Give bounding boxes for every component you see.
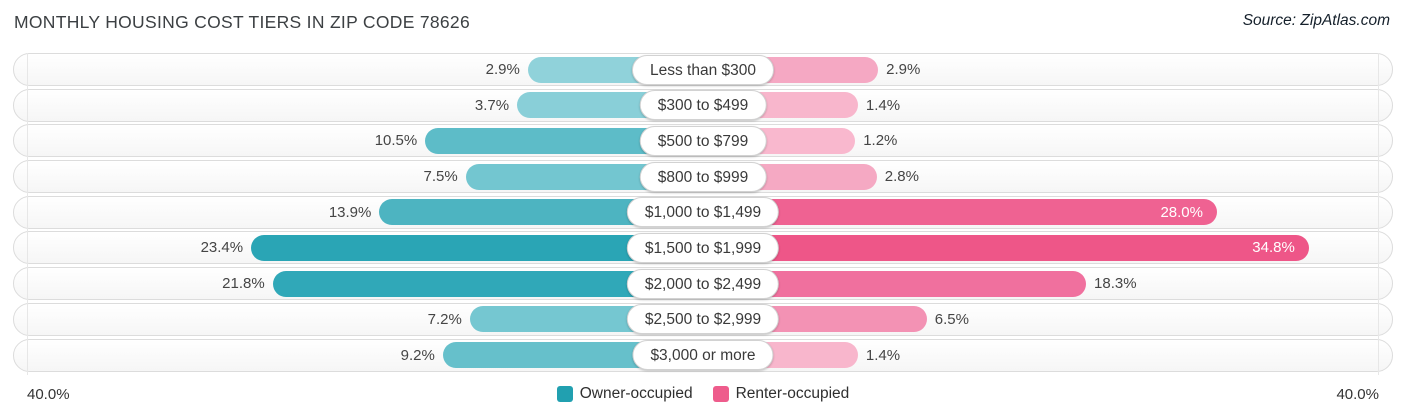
owner-value-label: 21.8% — [222, 275, 265, 293]
legend-label-owner: Owner-occupied — [579, 385, 693, 402]
cost-tier-row: 7.2% 6.5% $2,500 to $2,999 — [13, 302, 1393, 336]
owner-value-label: 23.4% — [200, 239, 244, 257]
chart-rows: 2.9% 2.9% Less than $300 3.7% 1.4% $300 to $4… — [13, 53, 1393, 375]
tier-label-pill: $500 to $799 — [639, 125, 767, 156]
legend-label-renter: Renter-occupied — [735, 385, 850, 402]
cost-tier-row: 3.7% 1.4% $300 to $499 — [13, 88, 1393, 122]
tier-label-pill: $2,500 to $2,999 — [626, 304, 780, 335]
tier-label-pill: Less than $300 — [631, 54, 775, 85]
chart-title: MONTHLY HOUSING COST TIERS IN ZIP CODE 7… — [14, 12, 470, 32]
owner-value-label: 7.2% — [427, 310, 462, 328]
renter-value-label: 1.4% — [865, 96, 901, 114]
tier-label-pill: $300 to $499 — [639, 90, 767, 121]
tier-label-pill: $2,000 to $2,499 — [626, 268, 780, 299]
legend: Owner-occupied Renter-occupied — [117, 385, 1289, 403]
axis-max-left: 40.0% — [27, 385, 70, 403]
tier-label-pill: $800 to $999 — [639, 161, 767, 192]
axis-max-right: 40.0% — [1336, 385, 1379, 403]
renter-value-label: 1.4% — [865, 346, 901, 364]
cost-tier-row: 13.9% 28.0% $1,000 to $1,499 — [13, 195, 1393, 229]
cost-tier-row: 23.4% 34.8% $1,500 to $1,999 — [13, 231, 1393, 265]
owner-legend-swatch — [556, 386, 573, 402]
renter-bar — [703, 199, 1217, 226]
renter-legend-swatch — [712, 386, 729, 402]
renter-value-label: 1.2% — [863, 132, 898, 150]
renter-value-label: 28.0% — [1160, 203, 1203, 221]
right-max-gridline — [1378, 53, 1379, 375]
renter-bar — [703, 234, 1309, 261]
renter-value-label: 18.3% — [1094, 275, 1137, 293]
renter-value-label: 2.8% — [884, 168, 919, 186]
renter-value-label: 34.8% — [1252, 239, 1295, 257]
cost-tier-row: 9.2% 1.4% $3,000 or more — [13, 338, 1393, 372]
owner-value-label: 9.2% — [400, 346, 435, 364]
tier-label-pill: $1,000 to $1,499 — [626, 197, 780, 228]
owner-value-label: 10.5% — [374, 132, 418, 150]
owner-value-label: 13.9% — [328, 203, 372, 221]
owner-value-label: 2.9% — [485, 61, 520, 78]
owner-value-label: 7.5% — [423, 168, 458, 186]
cost-tier-row: 2.9% 2.9% Less than $300 — [13, 53, 1393, 86]
cost-tier-row: 10.5% 1.2% $500 to $799 — [13, 124, 1393, 158]
renter-value-label: 2.9% — [886, 61, 921, 78]
source-credit: Source: ZipAtlas.com — [1242, 12, 1390, 29]
tier-label-pill: $1,500 to $1,999 — [626, 232, 780, 263]
legend-item-renter: Renter-occupied — [712, 385, 850, 403]
left-max-gridline — [27, 53, 28, 375]
cost-tier-row: 7.5% 2.8% $800 to $999 — [13, 160, 1393, 194]
cost-tier-row: 21.8% 18.3% $2,000 to $2,499 — [13, 267, 1393, 301]
legend-item-owner: Owner-occupied — [556, 385, 693, 403]
chart-footer: 40.0% Owner-occupied Renter-occupied 40.… — [27, 382, 1379, 406]
chart-header: MONTHLY HOUSING COST TIERS IN ZIP CODE 7… — [0, 0, 1406, 44]
renter-value-label: 6.5% — [934, 310, 969, 328]
tier-label-pill: $3,000 or more — [632, 340, 774, 370]
owner-value-label: 3.7% — [474, 96, 510, 114]
